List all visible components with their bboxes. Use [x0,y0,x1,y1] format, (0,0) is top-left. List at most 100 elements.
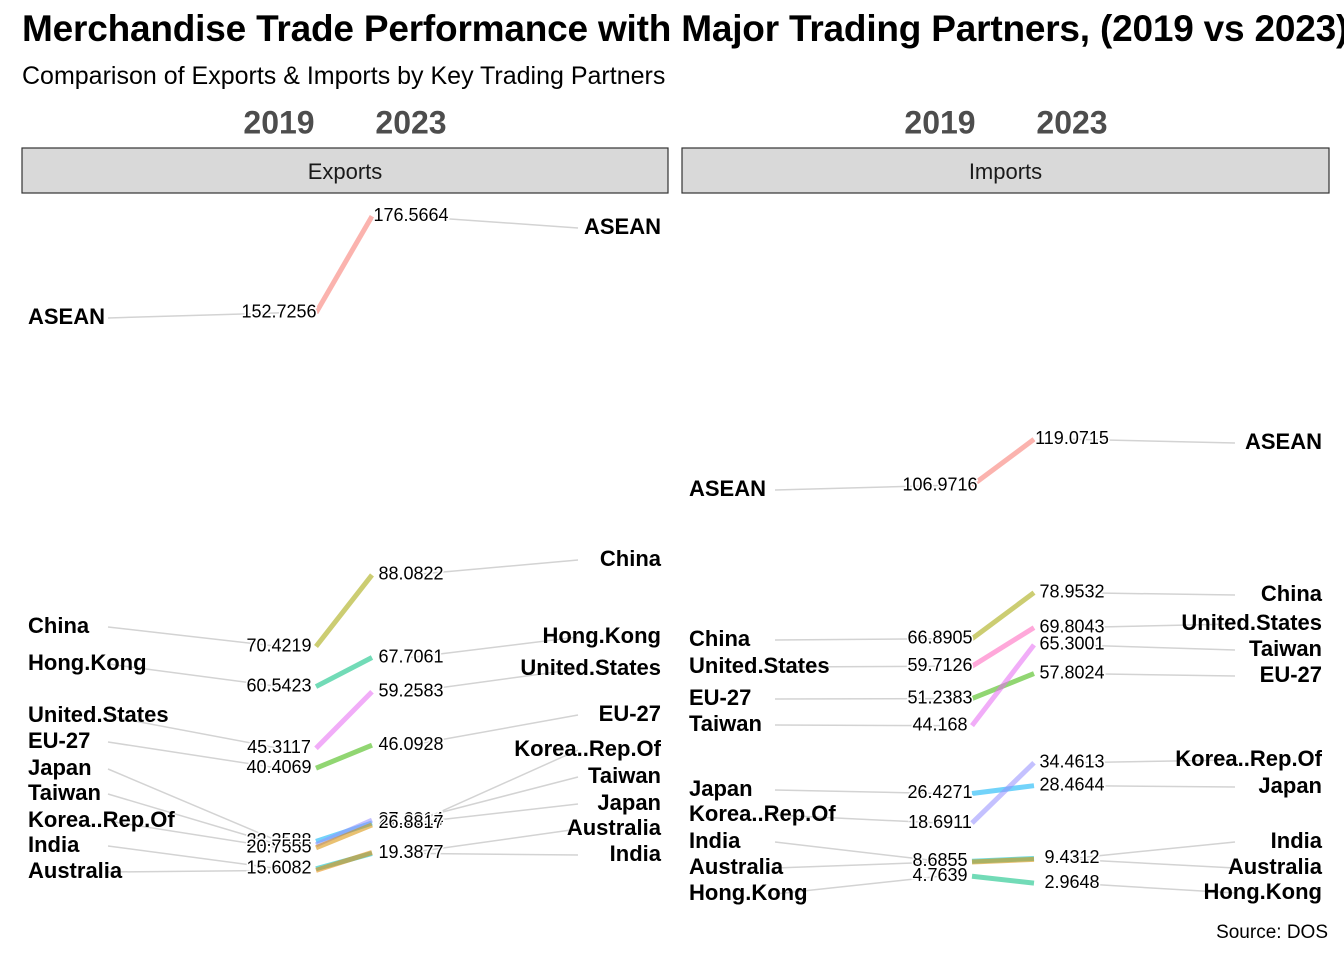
leader-line-left [774,841,941,863]
panel-exports: 2019 2023Exports152.7256152.725670.421970… [21,104,669,883]
value-label-halo: 88.0822 [378,564,443,584]
value-label-halo: 57.8024 [1039,662,1104,682]
leader-line-right [1071,882,1236,894]
leader-line-right [1071,784,1236,788]
leader-line-right [410,559,579,576]
leader-line-right [1071,841,1236,860]
value-label-halo: 65.3001 [1039,634,1104,654]
value-label-2023: 27.6014 [378,809,443,829]
partner-label-right-india: India [610,841,662,866]
value-label-2019: 152.7256 [241,302,316,322]
leader-line-left [107,312,280,319]
value-label-2019: 106.9716 [902,474,977,494]
value-label-halo: 40.4069 [246,757,311,777]
partner-label-right-china: China [1261,581,1323,606]
value-label-2023: 46.0928 [378,734,443,754]
slope-line-asean [970,437,1036,488]
value-label-halo: 20.7555 [246,837,311,857]
value-label-halo: 22.3588 [246,830,311,850]
partner-label-right-taiwan: Taiwan [1249,636,1322,661]
leader-line-right [1071,591,1236,596]
value-label-2023: 2.9648 [1044,872,1099,892]
leader-line-left [774,665,941,668]
value-label-2023: 119.0715 [1035,428,1109,448]
value-label-halo: 67.7061 [378,646,443,666]
value-label-2019: 40.4069 [246,757,311,777]
partner-label-right-japan: Japan [597,790,661,815]
value-label-2019: 20.7555 [246,837,311,857]
leader-line-left [107,869,280,873]
value-label-2023: 78.9532 [1039,581,1104,601]
partner-label-right-australia: Australia [1228,854,1323,879]
leader-line-left [107,793,280,846]
partner-label-right-asean: ASEAN [584,214,661,239]
value-label-2023: 88.0822 [378,564,443,584]
value-label-halo: 119.0715 [1035,428,1109,448]
partner-label-left-hong-kong: Hong.Kong [689,880,808,905]
leader-line-left [107,626,280,648]
value-label-2019: 8.6855 [912,850,967,870]
value-label-halo: 27.6014 [378,809,443,829]
slope-line-united-states [970,625,1036,669]
leader-line-right [410,852,579,856]
value-label-2019: 66.8905 [907,628,972,648]
slope-line-korea-rep-of [970,760,1036,825]
slope-line-hong-kong [314,655,374,689]
value-label-halo: 69.8043 [1039,616,1104,636]
slope-line-china [314,573,374,649]
leader-line-left [107,715,280,750]
value-label-2023: 69.8043 [1039,616,1104,636]
value-label-halo: 19.3877 [378,842,443,862]
slope-line-australia [315,850,373,873]
value-label-2019: 18.6911 [908,812,972,832]
source-caption: Source: DOS [1216,922,1328,943]
partner-label-left-asean: ASEAN [28,304,105,329]
year-header-2019: 2019 [243,104,314,140]
leader-line-left [774,638,941,641]
partner-label-left-korea-rep-of: Korea..Rep.Of [28,807,175,832]
partner-label-right-korea-rep-of: Korea..Rep.Of [514,736,661,761]
partner-label-left-taiwan: Taiwan [689,711,762,736]
value-label-2023: 57.8024 [1039,662,1104,682]
value-label-halo: 176.5664 [373,205,448,225]
partner-label-right-eu-27: EU-27 [599,701,661,726]
partner-label-left-australia: Australia [28,858,123,883]
value-label-halo: 59.2583 [378,681,443,701]
leader-line-right [410,714,579,746]
slope-line-taiwan [970,643,1036,728]
leader-line-left [107,845,280,870]
value-label-halo: 45.3117 [247,737,311,757]
leader-line-left [107,663,280,688]
value-label-2019: 44.168 [912,714,967,734]
partner-label-right-japan: Japan [1258,773,1322,798]
slope-line-eu-27 [315,742,373,771]
value-label-2023: 34.4613 [1039,752,1104,772]
partner-label-left-india: India [28,832,80,857]
chart-title: Merchandise Trade Performance with Major… [22,8,1344,49]
value-label-2023: 65.3001 [1039,634,1104,654]
value-label-halo: 26.4271 [907,782,972,802]
value-label-2023: 67.7061 [378,646,443,666]
value-label-halo: 51.2383 [907,687,972,707]
value-label-2023: 28.4644 [1039,774,1104,794]
leader-line-right [410,828,579,854]
leader-line-left [774,875,941,895]
leader-line-left [774,724,941,727]
value-label-halo: 9.4312 [1044,847,1099,867]
value-label-halo: 70.4219 [246,635,311,655]
value-label-2019: 4.7639 [912,865,967,885]
value-label-halo: 4.7639 [912,865,967,885]
partner-label-left-china: China [689,626,751,651]
partner-label-left-korea-rep-of: Korea..Rep.Of [689,801,836,826]
leader-line-right [410,668,579,693]
leader-line-right [410,776,579,821]
leader-line-left [107,741,280,769]
value-label-halo: 60.5423 [246,675,311,695]
leader-line-right [410,803,579,824]
partner-label-left-australia: Australia [689,854,784,879]
value-label-halo: 8.6855 [912,850,967,870]
value-label-halo: 2.9648 [1044,872,1099,892]
partner-label-left-china: China [28,613,90,638]
slope-line-china [970,590,1036,641]
